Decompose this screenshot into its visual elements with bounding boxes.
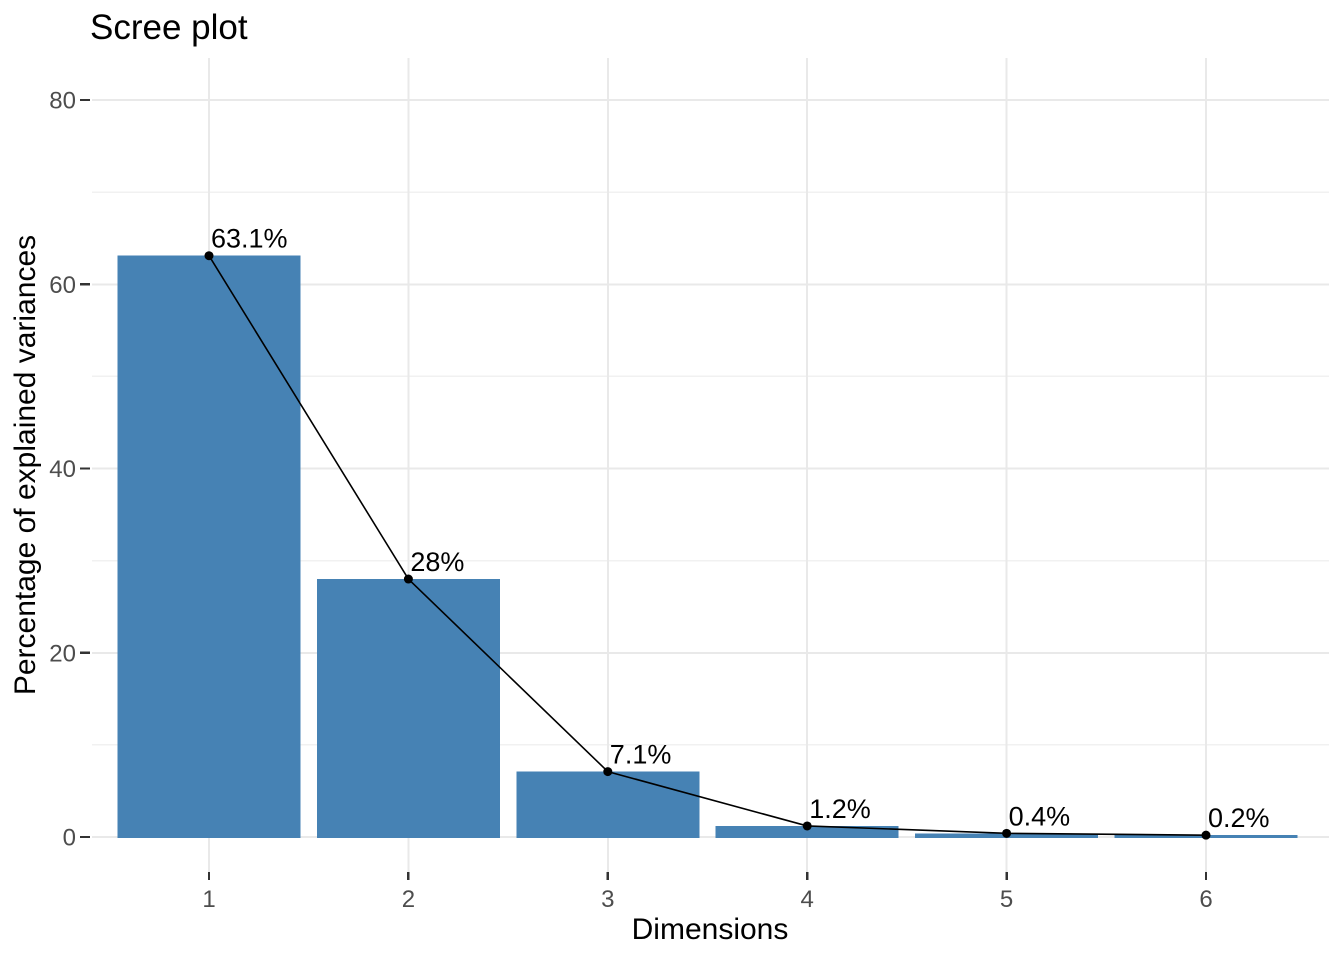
x-tick-label: 2	[402, 886, 415, 913]
variance-point	[204, 251, 214, 261]
bar	[117, 255, 301, 838]
value-label: 0.2%	[1208, 803, 1270, 833]
x-tick-label: 5	[1000, 886, 1013, 913]
value-label: 0.4%	[1009, 801, 1071, 831]
value-label: 28%	[410, 547, 464, 577]
x-tick-label: 6	[1199, 886, 1212, 913]
y-axis-title: Percentage of explained variances	[9, 234, 42, 696]
variance-point	[1002, 828, 1012, 838]
variance-point	[403, 574, 413, 584]
x-tick-label: 3	[601, 886, 614, 913]
bar	[715, 825, 899, 838]
y-tick-label: 20	[49, 640, 76, 667]
x-tick-label: 1	[202, 886, 215, 913]
y-tick-label: 0	[63, 825, 76, 852]
variance-point	[1201, 830, 1211, 840]
x-axis-title: Dimensions	[631, 913, 789, 946]
y-tick-label: 80	[49, 88, 76, 115]
y-tick-label: 60	[49, 272, 76, 299]
variance-line	[208, 254, 1207, 836]
variance-point	[802, 821, 812, 831]
variance-point	[603, 767, 613, 777]
value-label: 7.1%	[610, 740, 672, 770]
bar	[516, 771, 700, 838]
x-tick-label: 4	[801, 886, 814, 913]
value-label: 63.1%	[211, 224, 288, 254]
plot-title: Scree plot	[90, 8, 248, 47]
value-label: 1.2%	[809, 794, 871, 824]
bar	[316, 579, 500, 838]
y-tick-label: 40	[49, 456, 76, 483]
